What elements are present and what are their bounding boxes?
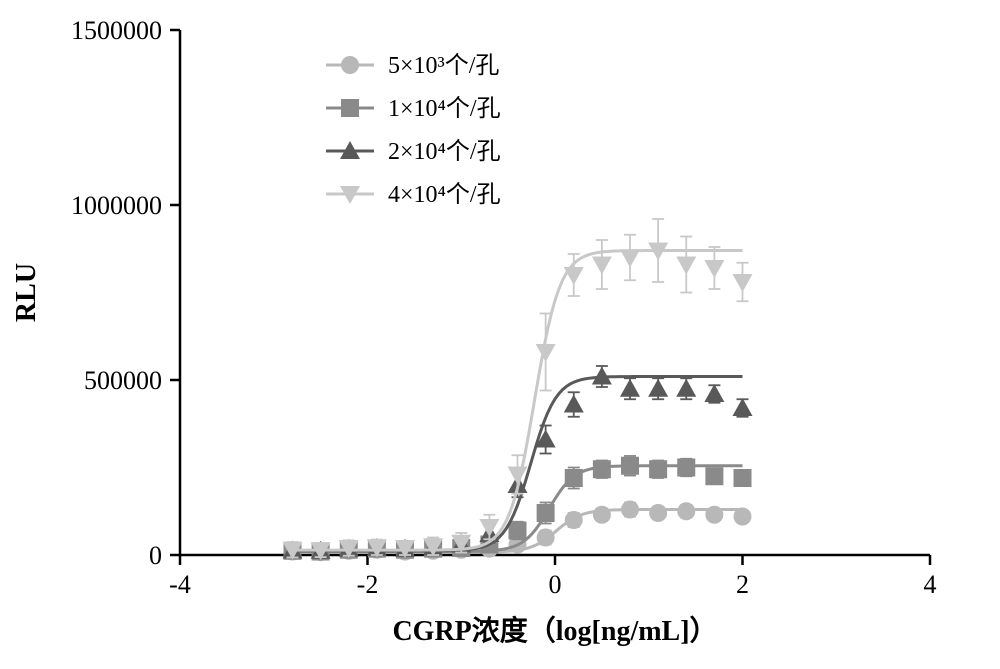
svg-text:5×10³个/孔: 5×10³个/孔 <box>388 52 499 79</box>
svg-text:CGRP浓度（log[ng/mL]）: CGRP浓度（log[ng/mL]） <box>392 614 717 647</box>
svg-text:2×10⁴个/孔: 2×10⁴个/孔 <box>388 138 501 165</box>
svg-text:0: 0 <box>549 570 562 599</box>
svg-text:1500000: 1500000 <box>71 16 162 45</box>
svg-text:-4: -4 <box>169 570 191 599</box>
svg-text:0: 0 <box>149 541 162 570</box>
svg-text:1×10⁴个/孔: 1×10⁴个/孔 <box>388 95 501 122</box>
svg-text:-2: -2 <box>357 570 379 599</box>
svg-text:2: 2 <box>736 570 749 599</box>
dose-response-chart: -4 -2 0 2 4 0 500000 1000000 1500000 CGRP浓度（log[n… <box>0 0 1000 664</box>
svg-text:500000: 500000 <box>84 366 162 395</box>
svg-text:4×10⁴个/孔: 4×10⁴个/孔 <box>388 181 501 208</box>
chart-container: -4 -2 0 2 4 0 500000 1000000 1500000 CGRP浓度（log[n… <box>0 0 1000 664</box>
svg-text:4: 4 <box>924 570 937 599</box>
svg-text:RLU: RLU <box>11 263 42 322</box>
svg-text:1000000: 1000000 <box>71 191 162 220</box>
